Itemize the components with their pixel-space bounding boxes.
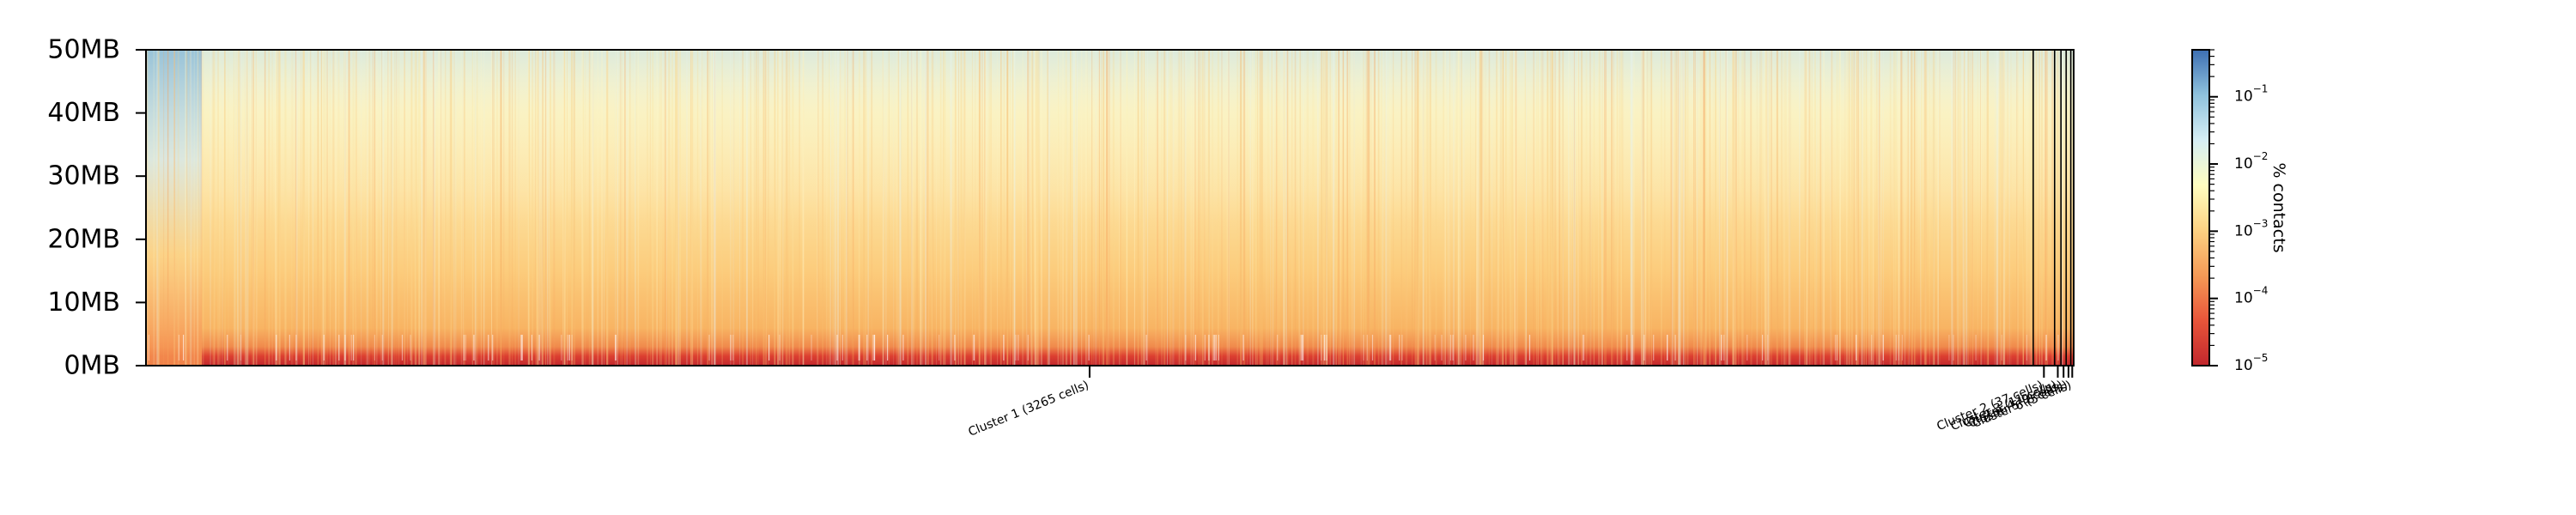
colorbar-tick-label: 10−1 [2234,83,2268,106]
cluster-separators [2032,50,2072,366]
colorbar: 10−5 10−4 10−3 10−2 10−1 % contacts [2191,49,2288,374]
y-tick-label: 20MB [47,224,120,254]
y-tick: 40MB [47,98,146,128]
y-tick: 50MB [47,35,146,65]
plot-frame [145,49,2075,367]
y-tick: 30MB [47,161,146,191]
y-tick: 0MB [64,351,146,381]
colorbar-minor-ticks [2209,49,2215,347]
y-tick: 10MB [47,288,146,318]
colorbar-tick: 10−4 [2209,285,2268,307]
x-axis: Cluster 1 (3265 cells) Cluster 2 (37 cel… [966,366,2074,439]
y-tick-label: 30MB [47,161,120,191]
colorbar-tick: 10−5 [2209,352,2268,374]
colorbar-tick-label: 10−4 [2234,285,2268,307]
y-tick-label: 40MB [47,98,120,128]
cluster-label: Cluster 1 (3265 cells) [966,379,1091,439]
y-tick-label: 0MB [64,351,120,381]
colorbar-tick-label: 10−3 [2234,217,2268,239]
x-tick: Cluster 1 (3265 cells) [966,366,1091,439]
colorbar-tick: 10−2 [2209,150,2268,173]
colorbar-tick: 10−3 [2209,217,2268,239]
y-tick: 20MB [47,224,146,254]
colorbar-tick-label: 10−5 [2234,352,2268,374]
y-tick-label: 50MB [47,35,120,65]
y-axis: 0MB 10MB 20MB 30MB 40MB 50MB [47,35,146,381]
y-tick-label: 10MB [47,288,120,318]
heatmap-image [146,50,2074,366]
colorbar-label: % contacts [2269,162,2288,252]
colorbar-tick-label: 10−2 [2234,150,2268,173]
colorbar-tick: 10−1 [2209,83,2268,106]
colorbar-gradient [2191,49,2210,367]
